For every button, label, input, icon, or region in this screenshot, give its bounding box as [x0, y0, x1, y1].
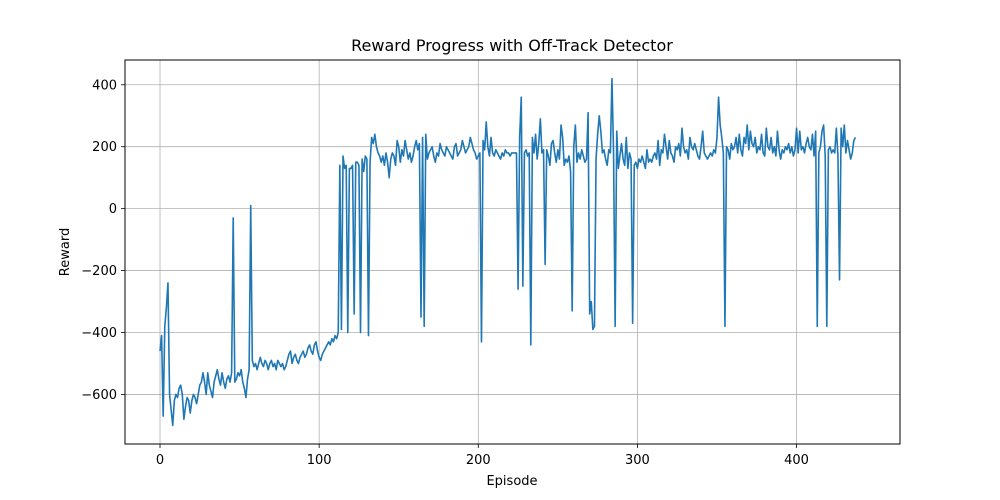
plot-frame: [124, 59, 901, 445]
x-tick-label: 200: [466, 453, 491, 468]
y-tick-label: 200: [92, 140, 117, 155]
chart-title: Reward Progress with Off-Track Detector: [351, 36, 673, 55]
y-axis: −600 −400 −200 0 200 400: [81, 78, 125, 403]
x-tick-label: 100: [307, 453, 332, 468]
x-tick-label: 400: [784, 453, 809, 468]
x-axis-label: Episode: [486, 474, 537, 489]
y-tick-label: −200: [81, 264, 117, 279]
y-tick-label: 0: [109, 202, 117, 217]
series-line-0: [159, 77, 857, 427]
grid: [125, 60, 900, 444]
series-layer: [159, 77, 857, 427]
y-tick-label: −400: [81, 326, 117, 341]
x-tick-label: 300: [625, 453, 650, 468]
y-tick-label: −600: [81, 388, 117, 403]
y-axis-label: Reward: [58, 228, 73, 276]
x-tick-label: 0: [156, 453, 164, 468]
x-axis: 0 100 200 300 400: [156, 444, 809, 468]
y-tick-label: 400: [92, 78, 117, 93]
